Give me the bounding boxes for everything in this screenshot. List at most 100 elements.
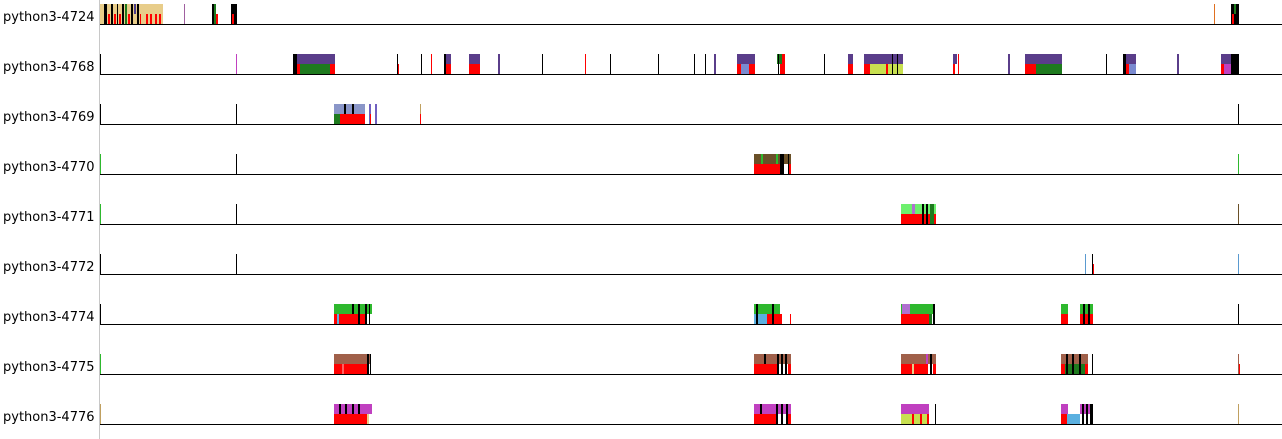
activity-segment[interactable] [901,204,936,214]
activity-segment[interactable] [365,304,367,324]
activity-segment[interactable] [119,14,121,24]
activity-segment[interactable] [137,4,139,24]
activity-segment[interactable] [1238,354,1239,374]
activity-segment[interactable] [150,14,152,24]
activity-segment[interactable] [117,4,118,24]
activity-segment[interactable] [1238,154,1239,174]
activity-segment[interactable] [367,414,369,424]
activity-segment[interactable] [1061,304,1068,314]
activity-segment[interactable] [1238,404,1239,424]
activity-segment[interactable] [901,364,912,374]
activity-segment[interactable] [1221,54,1239,64]
activity-segment[interactable] [1238,104,1239,124]
activity-segment[interactable] [216,14,218,24]
activity-segment[interactable] [1067,414,1080,424]
activity-segment[interactable] [444,54,451,64]
activity-segment[interactable] [892,54,893,74]
activity-segment[interactable] [159,14,161,24]
activity-segment[interactable] [912,414,914,424]
activity-segment[interactable] [334,364,364,374]
activity-segment[interactable] [444,54,446,74]
activity-segment[interactable] [761,154,763,164]
activity-segment[interactable] [658,54,659,74]
activity-segment[interactable] [1126,64,1129,74]
activity-segment[interactable] [754,164,780,174]
activity-segment[interactable] [184,4,185,24]
activity-segment[interactable] [358,404,360,414]
activity-segment[interactable] [334,114,340,124]
activity-segment[interactable] [1085,254,1086,274]
activity-segment[interactable] [367,354,369,374]
activity-segment[interactable] [232,14,234,24]
activity-segment[interactable] [293,54,297,74]
activity-segment[interactable] [1221,64,1224,74]
activity-segment[interactable] [100,354,101,374]
activity-segment[interactable] [754,354,791,364]
activity-segment[interactable] [778,54,779,74]
activity-segment[interactable] [585,54,586,74]
activity-segment[interactable] [100,104,101,124]
activity-segment[interactable] [780,64,782,74]
activity-segment[interactable] [108,14,110,24]
activity-segment[interactable] [300,64,330,74]
activity-segment[interactable] [375,104,377,124]
activity-segment[interactable] [330,64,335,74]
activity-segment[interactable] [958,54,959,74]
activity-segment[interactable] [737,64,741,74]
activity-segment[interactable] [912,204,915,214]
activity-segment[interactable] [125,4,127,24]
activity-segment[interactable] [1008,54,1010,74]
activity-segment[interactable] [140,14,141,24]
activity-segment[interactable] [128,14,130,24]
activity-segment[interactable] [901,404,929,414]
activity-segment[interactable] [1106,54,1107,74]
activity-segment[interactable] [334,354,370,364]
activity-segment[interactable] [1093,264,1094,274]
activity-segment[interactable] [1224,64,1231,74]
activity-segment[interactable] [1080,314,1093,324]
activity-segment[interactable] [714,54,716,74]
activity-segment[interactable] [1231,4,1239,24]
activity-segment[interactable] [888,64,903,74]
activity-segment[interactable] [782,54,785,74]
activity-segment[interactable] [780,154,784,174]
activity-segment[interactable] [926,204,928,224]
activity-segment[interactable] [293,54,335,64]
activity-segment[interactable] [398,64,399,74]
activity-segment[interactable] [446,64,451,74]
activity-segment[interactable] [1092,354,1093,374]
activity-segment[interactable] [1025,54,1062,64]
activity-segment[interactable] [114,14,116,24]
activity-segment[interactable] [788,364,791,374]
activity-segment[interactable] [780,314,782,324]
activity-segment[interactable] [469,54,480,64]
activity-segment[interactable] [100,204,101,224]
activity-segment[interactable] [741,64,749,74]
activity-segment[interactable] [901,314,929,324]
activity-segment[interactable] [901,354,936,364]
activity-segment[interactable] [1238,254,1239,274]
activity-segment[interactable] [370,114,371,124]
activity-segment[interactable] [777,54,785,64]
activity-segment[interactable] [754,304,780,314]
activity-segment[interactable] [134,4,136,14]
activity-segment[interactable] [342,364,344,374]
activity-segment[interactable] [1123,54,1136,64]
activity-segment[interactable] [760,404,762,414]
activity-segment[interactable] [897,54,898,74]
activity-segment[interactable] [785,354,787,374]
activity-segment[interactable] [790,314,791,324]
activity-segment[interactable] [786,404,788,424]
activity-segment[interactable] [776,154,778,164]
activity-segment[interactable] [610,54,611,74]
activity-segment[interactable] [788,154,789,174]
activity-segment[interactable] [100,404,101,424]
activity-segment[interactable] [364,364,367,374]
activity-segment[interactable] [1072,354,1074,374]
activity-segment[interactable] [236,54,237,74]
activity-segment[interactable] [789,164,791,174]
activity-segment[interactable] [870,64,886,74]
activity-segment[interactable] [1092,254,1093,274]
activity-segment[interactable] [781,354,783,374]
activity-segment[interactable] [431,54,432,74]
